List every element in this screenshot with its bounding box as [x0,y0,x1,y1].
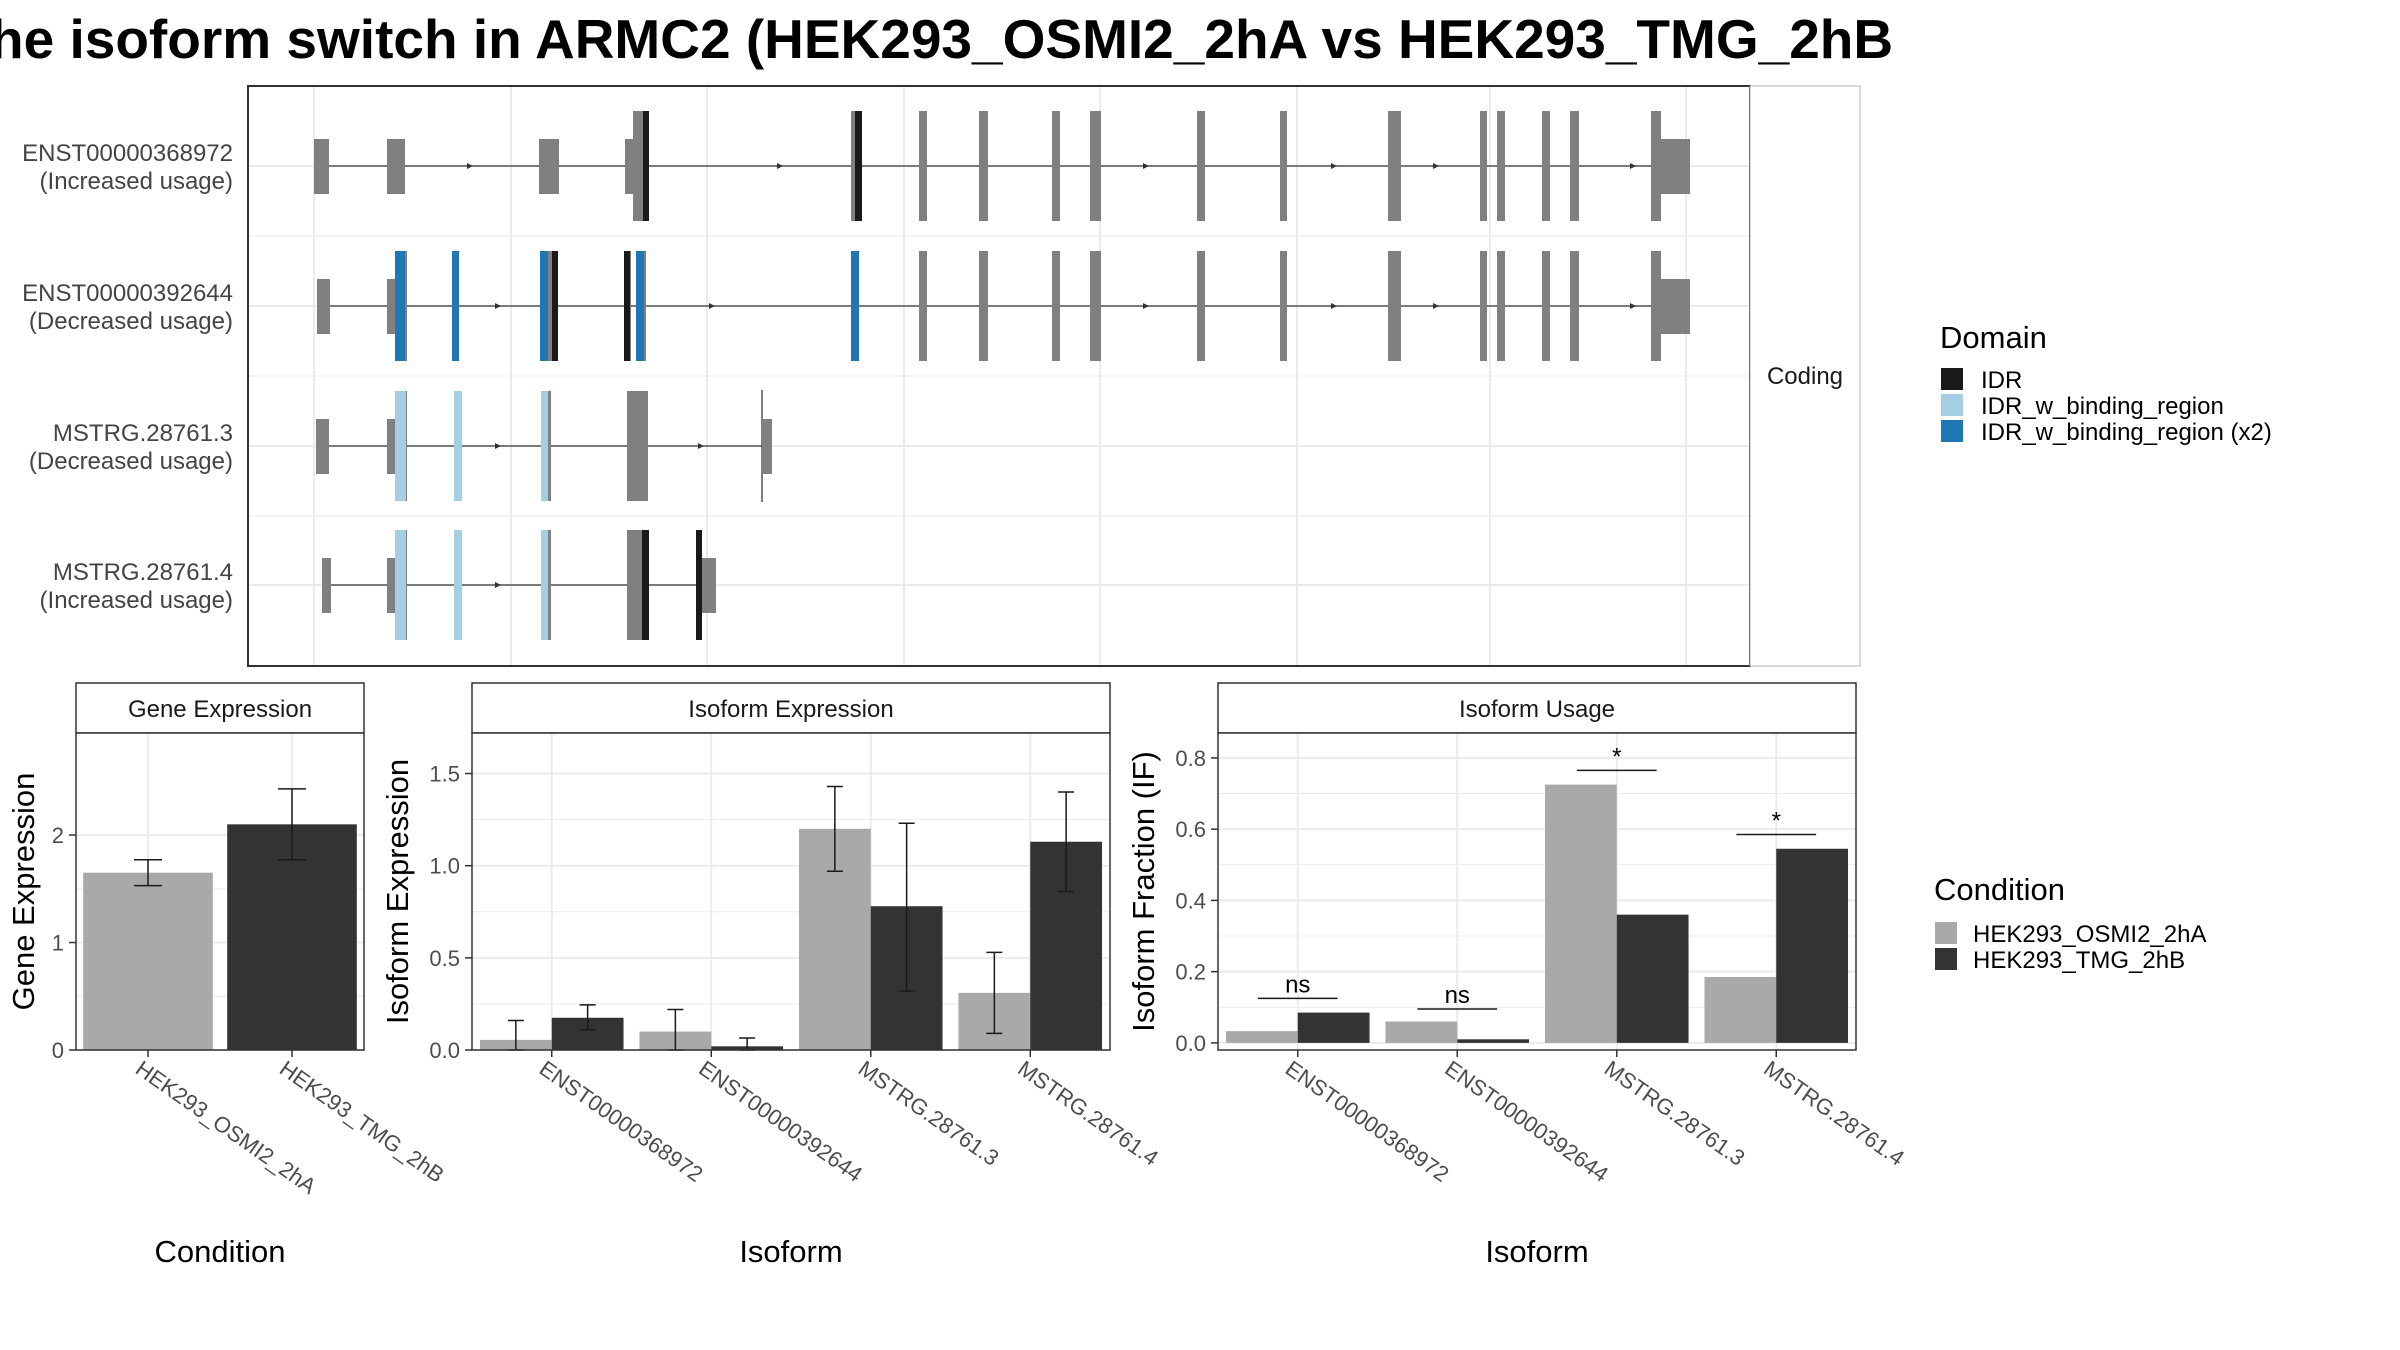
gene-expression-bar-hek293_tmg_2hb [227,824,357,1050]
isoform-label-3: MSTRG.28761.3 [53,420,233,447]
isoform-usage-ytick-label: 0.2 [1175,960,1206,985]
legend-swatch-osmi2 [1935,922,1957,944]
isoform-usage-significance-2: * [1576,743,1657,772]
gene-expression-errorbar-0 [134,859,162,887]
gene-expression-strip [75,682,365,734]
legend-label-idr-binding: IDR_w_binding_region [1981,393,2224,420]
isoform-expression-ytick-label: 0.5 [429,946,460,971]
isoform-expression-panel-title: Isoform Expression [688,696,893,723]
transcript-mstrg-28761-3 [316,390,772,502]
isoform-usage-xtick-label: MSTRG.28761.4 [1759,1056,1909,1171]
isoform-usage-bar-enst00000368972-osmi2 [1225,1031,1298,1043]
legend-swatch-idr [1941,368,1963,390]
gene-expression-bar-hek293_osmi2_2ha [83,872,213,1050]
isoform-usage-panel-title: Isoform Usage [1459,696,1615,723]
isoform-expression-xtick-label: ENST00000368972 [535,1056,708,1187]
isoform-note-4: (Increased usage) [40,587,233,614]
legend-label-idr: IDR [1981,367,2022,394]
isoform-label-4: MSTRG.28761.4 [53,559,233,586]
isoform-expression-errorbar-3-0 [986,951,1003,1035]
isoform-expression-xtick-label: MSTRG.28761.4 [1013,1056,1163,1171]
transcript-enst00000392644 [317,251,1690,361]
isoform-usage-ytick-label: 0.6 [1175,817,1206,842]
isoform-usage-x-axis-title: Isoform [1485,1234,1588,1269]
isoform-usage-chart: Isoform Usage ns ns * * 0.0 0.2 0.4 0.6 0.8 ENST00… [1126,682,1909,1269]
isoform-expression-strip [471,682,1111,734]
isoform-usage-bar-enst00000392644-tmg [1457,1039,1530,1043]
gene-expression-ytick-label: 1 [52,931,64,956]
isoform-label-2: ENST00000392644 [22,280,233,307]
svg-text:*: * [1772,808,1781,835]
legend-label-idr-binding-x2: IDR_w_binding_region (x2) [1981,419,2272,446]
isoform-expression-chart: Isoform Expression 0.0 0.5 1.0 1.5 ENST000003… [380,682,1163,1269]
legend-label-tmg: HEK293_TMG_2hB [1973,947,2185,974]
isoform-usage-panel-border [1217,732,1857,1051]
isoform-usage-xtick-label: ENST00000392644 [1440,1056,1613,1187]
legend-swatch-tmg [1935,948,1957,970]
isoform-usage-bar-enst00000392644-osmi2 [1385,1021,1458,1043]
isoform-expression-xtick-label: ENST00000392644 [694,1056,867,1187]
gene-expression-x-axis-title: Condition [155,1234,286,1269]
isoform-usage-y-axis-title: Isoform Fraction (IF) [1126,751,1161,1032]
domain-legend: Domain IDR IDR_w_binding_region IDR_w_bi… [1940,320,2272,446]
isoform-expression-xtick-label: MSTRG.28761.3 [854,1056,1004,1171]
svg-text:ns: ns [1445,982,1470,1009]
condition-legend-title: Condition [1934,872,2065,907]
isoform-usage-ytick-label: 0.8 [1175,746,1206,771]
transcript-structure-panel: Coding ENST00000368972 (Increased usage)… [22,85,1861,667]
isoform-usage-ytick-label: 0.4 [1175,888,1206,913]
isoform-expression-ytick-label: 1.0 [429,854,460,879]
isoform-expression-errorbar-0-1 [579,1004,596,1031]
isoform-usage-significance-1: ns [1417,982,1498,1010]
isoform-usage-ytick-label: 0.0 [1175,1031,1206,1056]
isoform-usage-xtick-label: MSTRG.28761.3 [1600,1056,1750,1171]
isoform-label-1: ENST00000368972 [22,140,233,167]
isoform-expression-ytick-label: 0.0 [429,1038,460,1063]
isoform-note-1: (Increased usage) [40,168,233,195]
gene-expression-errorbar-1 [278,788,306,861]
legend-swatch-idr-binding [1941,394,1963,416]
isoform-usage-significance-3: * [1736,808,1817,836]
transcript-enst00000368972 [314,111,1690,221]
svg-text:*: * [1612,743,1621,770]
condition-legend: Condition HEK293_OSMI2_2hA HEK293_TMG_2h… [1934,872,2206,974]
isoform-expression-x-axis-title: Isoform [739,1234,842,1269]
isoform-note-2: (Decreased usage) [29,308,233,335]
isoform-usage-xtick-label: ENST00000368972 [1281,1056,1454,1187]
structure-strip-label: Coding [1767,363,1843,390]
isoform-expression-ytick-label: 1.5 [429,762,460,787]
svg-text:ns: ns [1285,971,1310,998]
isoform-usage-bar-mstrg-28761-4-osmi2 [1704,976,1777,1043]
isoform-expression-errorbar-3-1 [1058,791,1075,893]
legend-label-osmi2: HEK293_OSMI2_2hA [1973,921,2206,948]
isoform-expression-errorbar-2-1 [898,822,915,992]
isoform-expression-panel-border [471,732,1111,1051]
gene-expression-ytick-label: 0 [52,1038,64,1063]
isoform-usage-significance-0: ns [1257,971,1338,1000]
isoform-usage-bar-enst00000368972-tmg [1297,1012,1370,1043]
domain-legend-title: Domain [1940,320,2047,355]
gene-expression-ytick-label: 2 [52,823,64,848]
isoform-expression-errorbar-2-0 [826,785,843,872]
gene-expression-panel-border [75,732,365,1051]
structure-strip [1749,85,1861,667]
isoform-note-3: (Decreased usage) [29,448,233,475]
isoform-expression-y-axis-title: Isoform Expression [380,759,415,1024]
isoform-usage-bar-mstrg-28761-3-osmi2 [1544,784,1617,1043]
isoform-usage-bar-mstrg-28761-3-tmg [1616,914,1689,1043]
isoform-usage-bar-mstrg-28761-4-tmg [1776,848,1849,1043]
gene-expression-y-axis-title: Gene Expression [6,773,41,1011]
figure-title: he isoform switch in ARMC2 (HEK293_OSMI2… [0,8,1893,70]
gene-expression-panel-title: Gene Expression [128,696,312,723]
legend-swatch-idr-binding-x2 [1941,420,1963,442]
transcript-mstrg-28761-4 [322,530,716,640]
